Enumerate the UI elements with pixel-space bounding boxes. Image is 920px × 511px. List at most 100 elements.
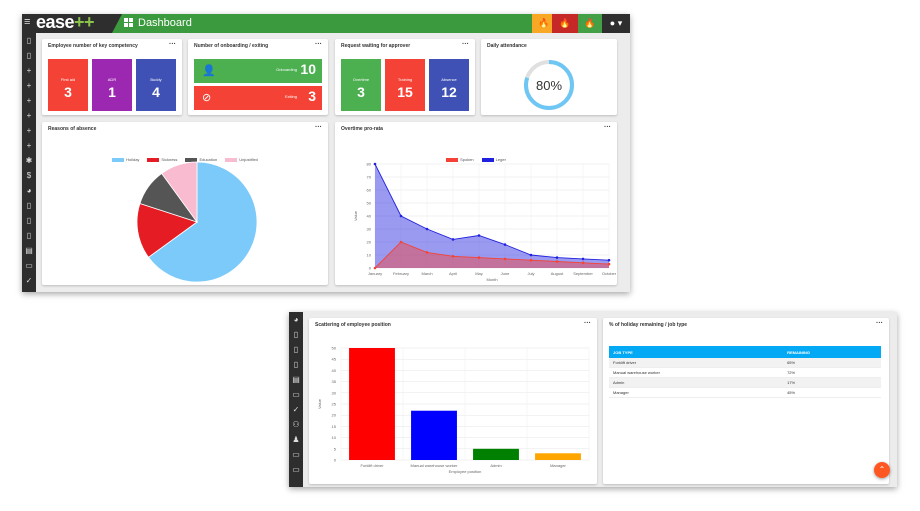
doc-icon[interactable]: ▯ bbox=[26, 36, 32, 45]
attendance-gauge: 80% bbox=[524, 60, 574, 110]
exiting-value: 3 bbox=[308, 88, 316, 104]
series-area bbox=[375, 164, 609, 268]
legend-item[interactable]: Sickness bbox=[147, 157, 177, 162]
plus-icon[interactable]: + bbox=[26, 81, 32, 90]
x-tick-label: May bbox=[475, 271, 483, 276]
y-tick-label: 70 bbox=[367, 175, 372, 180]
legend-item[interactable]: Unjustified bbox=[225, 157, 258, 162]
y-tick-label: 35 bbox=[332, 379, 337, 384]
more-menu-button[interactable]: ··· bbox=[604, 124, 611, 131]
column-header-remaining[interactable]: REMAINING bbox=[783, 346, 881, 358]
plus-icon[interactable]: + bbox=[26, 66, 32, 75]
legend-item[interactable]: Holiday bbox=[112, 157, 139, 162]
person-icon[interactable]: ♟ bbox=[292, 435, 300, 444]
x-tick-label: March bbox=[421, 271, 432, 276]
y-tick-label: 15 bbox=[332, 424, 337, 429]
data-point bbox=[503, 257, 507, 261]
y-tick-label: 50 bbox=[367, 201, 372, 206]
y-tick-label: 45 bbox=[332, 357, 337, 362]
doc-icon[interactable]: ▯ bbox=[293, 345, 299, 354]
dashboard-icon bbox=[124, 18, 133, 27]
alert-yellow-button[interactable]: 🔥 bbox=[532, 14, 556, 33]
x-axis-label: Employee position bbox=[449, 469, 482, 474]
pie-icon[interactable]: ◕ bbox=[26, 186, 32, 195]
plus-icon[interactable]: + bbox=[26, 141, 32, 150]
card-approver-requests: Request waiting for approver ··· Overtim… bbox=[335, 39, 475, 115]
absence-pie-chart bbox=[136, 161, 258, 283]
x-tick-label: April bbox=[449, 271, 457, 276]
more-menu-button[interactable]: ··· bbox=[169, 41, 176, 48]
plus-icon[interactable]: + bbox=[26, 126, 32, 135]
stat-tile[interactable]: Absence 12 bbox=[429, 59, 469, 111]
folder-icon[interactable]: ▭ bbox=[292, 390, 300, 399]
y-tick-label: 0 bbox=[334, 458, 337, 463]
doc-icon[interactable]: ▯ bbox=[26, 201, 32, 210]
folder-icon[interactable]: ▭ bbox=[292, 465, 300, 474]
stat-tile[interactable]: ADR 1 bbox=[92, 59, 132, 111]
doc-icon[interactable]: ▯ bbox=[26, 51, 32, 60]
column-header-job-type[interactable]: JOB TYPE bbox=[609, 346, 784, 358]
pie-slice bbox=[161, 161, 198, 224]
y-tick-label: 50 bbox=[332, 346, 337, 351]
scroll-top-button[interactable]: ⌃ bbox=[874, 462, 890, 478]
table-row[interactable]: Manual warehouse worker 72% bbox=[609, 367, 881, 378]
x-tick-label: Forklift driver bbox=[360, 463, 384, 468]
y-tick-label: 30 bbox=[332, 390, 337, 395]
calendar-icon[interactable]: ▤ bbox=[25, 246, 33, 255]
folder-icon[interactable]: ▭ bbox=[25, 261, 33, 270]
stat-tile[interactable]: Training 15 bbox=[385, 59, 425, 111]
calendar-icon[interactable]: ▤ bbox=[292, 375, 300, 384]
doc-icon[interactable]: ▯ bbox=[26, 231, 32, 240]
doc-icon[interactable]: ▯ bbox=[26, 216, 32, 225]
gear-icon[interactable]: ✱ bbox=[25, 156, 33, 165]
card-title: Request waiting for approver bbox=[341, 43, 411, 49]
x-tick-label: July bbox=[527, 271, 534, 276]
alert-red-button[interactable]: 🔥 bbox=[552, 14, 578, 33]
y-tick-label: 10 bbox=[332, 435, 337, 440]
chevron-up-icon: ⌃ bbox=[878, 465, 886, 474]
card-employee-position: Scattering of employee position ··· 0 5 10… bbox=[309, 318, 597, 484]
menu-icon[interactable]: ≡ bbox=[24, 16, 31, 28]
onboarding-tile[interactable]: 👤 Onboarding 10 bbox=[194, 59, 322, 83]
doc-icon[interactable]: ▯ bbox=[293, 360, 299, 369]
x-tick-label: June bbox=[501, 271, 510, 276]
stat-tile[interactable]: Overtime 3 bbox=[341, 59, 381, 111]
check-icon[interactable]: ✓ bbox=[25, 276, 33, 285]
card-onboarding: Number of onboarding / exiting ··· 👤 Onb… bbox=[188, 39, 328, 115]
series-line bbox=[374, 163, 610, 261]
doc-icon[interactable]: ▯ bbox=[293, 330, 299, 339]
flame-icon: 🔥 bbox=[538, 18, 550, 28]
more-menu-button[interactable]: ··· bbox=[584, 320, 591, 327]
user-menu-button[interactable]: ● ▾ bbox=[602, 14, 630, 33]
table-row[interactable]: Manager 45% bbox=[609, 387, 881, 398]
y-tick-label: 25 bbox=[332, 402, 337, 407]
stat-tile[interactable]: Buddy 4 bbox=[136, 59, 176, 111]
exiting-tile[interactable]: ⊘ Exiting 3 bbox=[194, 86, 322, 110]
more-menu-button[interactable]: ··· bbox=[876, 320, 883, 327]
legend-item[interactable]: Spoken bbox=[446, 157, 474, 162]
x-tick-label: Manager bbox=[550, 463, 566, 468]
more-menu-button[interactable]: ··· bbox=[315, 124, 322, 131]
folder-icon[interactable]: ▭ bbox=[292, 450, 300, 459]
dollar-icon[interactable]: $ bbox=[26, 171, 32, 180]
alert-green-button[interactable]: 🔥 bbox=[578, 14, 602, 33]
legend-item[interactable]: Leger bbox=[481, 157, 506, 162]
x-tick-label: Manual warehouse worker bbox=[411, 463, 459, 468]
brand-logo[interactable]: ease++ bbox=[36, 14, 95, 32]
y-tick-label: 10 bbox=[367, 253, 372, 258]
table-row[interactable]: Forklift driver 65% bbox=[609, 358, 881, 368]
more-menu-button[interactable]: ··· bbox=[315, 41, 322, 48]
plus-icon[interactable]: + bbox=[26, 111, 32, 120]
card-title: Reasons of absence bbox=[48, 126, 97, 132]
table-row[interactable]: Admin 17% bbox=[609, 377, 881, 388]
overtime-area-chart: 0 10 20 30 40 50 60 70 80 January February March Apr… bbox=[353, 162, 617, 283]
job-type-cell: Forklift driver bbox=[609, 358, 784, 368]
plus-icon[interactable]: + bbox=[26, 96, 32, 105]
pie-icon[interactable]: ◕ bbox=[293, 315, 299, 324]
stat-tile[interactable]: First aid 3 bbox=[48, 59, 88, 111]
card-holiday-remaining: % of holiday remaining / job type ··· JO… bbox=[603, 318, 889, 484]
check-icon[interactable]: ✓ bbox=[292, 405, 300, 414]
legend-item[interactable]: Education bbox=[185, 157, 217, 162]
more-menu-button[interactable]: ··· bbox=[462, 41, 469, 48]
group-icon[interactable]: ⚇ bbox=[292, 420, 300, 429]
